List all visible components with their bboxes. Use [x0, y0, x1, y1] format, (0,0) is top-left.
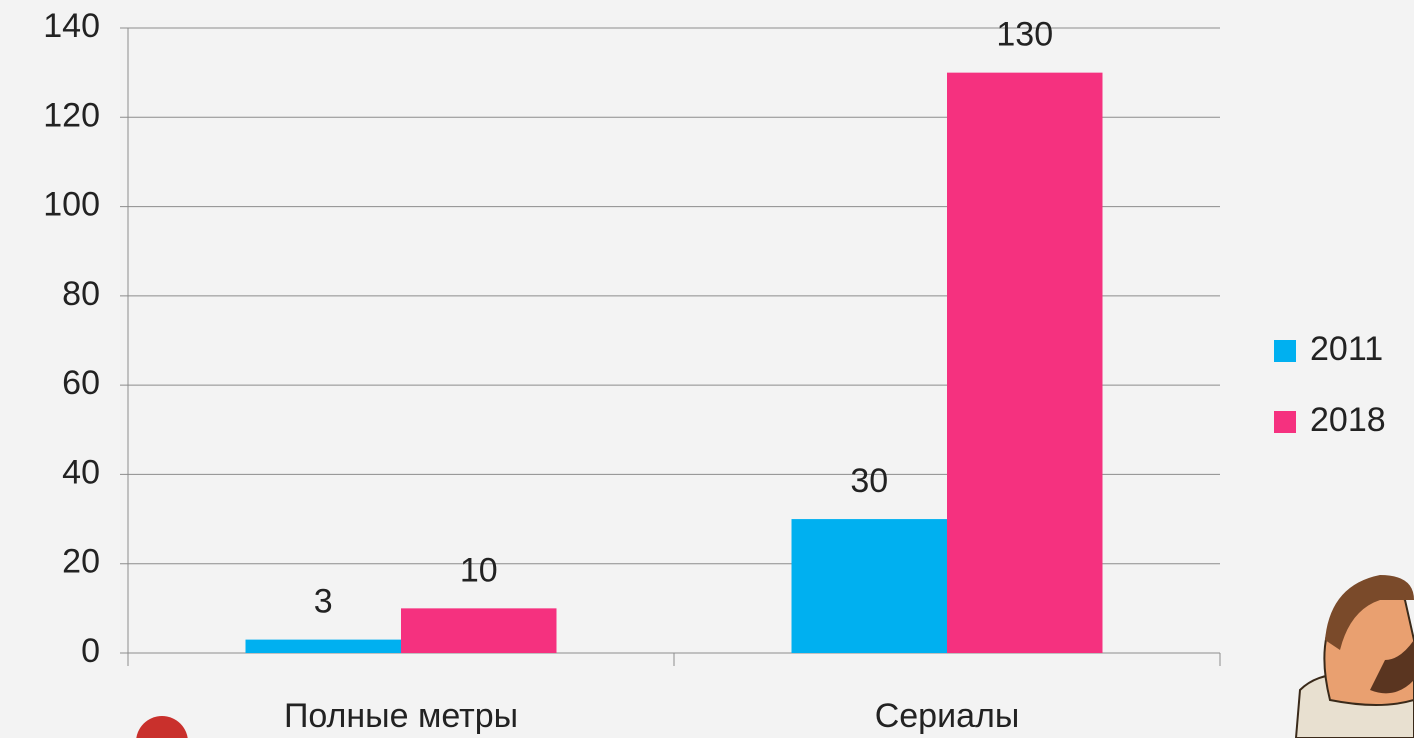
y-tick-label: 0 [81, 632, 100, 670]
legend-swatch [1274, 340, 1296, 362]
y-tick-label: 40 [62, 453, 100, 491]
value-label: 3 [314, 583, 333, 621]
legend-label: 2011 [1310, 330, 1383, 368]
value-label: 10 [460, 551, 498, 589]
x-tick-label: Полные метры [284, 697, 518, 735]
y-tick-label: 100 [43, 186, 100, 224]
x-tick-label: Сериалы [875, 697, 1020, 735]
y-tick-label: 20 [62, 543, 100, 581]
legend-swatch [1274, 411, 1296, 433]
value-label: 130 [996, 16, 1053, 54]
y-tick-label: 120 [43, 96, 100, 134]
bar [792, 519, 948, 653]
y-tick-label: 80 [62, 275, 100, 313]
background [0, 0, 1414, 738]
legend-label: 2018 [1310, 401, 1386, 439]
chart: 0 20 40 60 80 100 120 140 Полные метры 3 10 Сериалы… [0, 0, 1414, 738]
bar [401, 608, 557, 653]
page: {"chart_data": {"type": "bar", "categori… [0, 0, 1414, 738]
y-tick-label: 60 [62, 364, 100, 402]
value-label: 30 [850, 462, 888, 500]
y-tick-label: 140 [43, 7, 100, 45]
bar [947, 73, 1103, 653]
bar [246, 640, 402, 653]
